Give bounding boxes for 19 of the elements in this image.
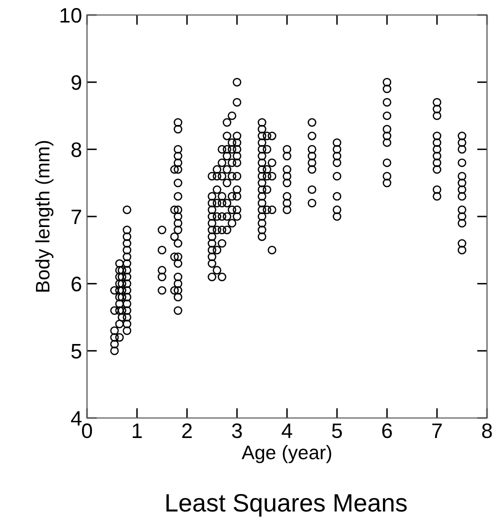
- x-axis-title: Age (year): [242, 445, 332, 464]
- x-tick-label: 3: [232, 423, 242, 438]
- y-tick-label: 7: [72, 210, 82, 224]
- x-tick-label: 0: [82, 423, 92, 438]
- x-tick-label: 1: [132, 424, 142, 438]
- y-tick-label: 4: [71, 411, 82, 426]
- x-tick-label: 4: [282, 424, 292, 438]
- y-tick-label: 5: [71, 344, 82, 359]
- y-tick-label: 10: [60, 8, 82, 23]
- y-tick-label: 8: [71, 142, 82, 158]
- x-tick-label: 2: [182, 423, 192, 438]
- x-tick-label: 6: [382, 423, 392, 438]
- x-tick-label: 7: [432, 424, 442, 438]
- x-tick-label: 8: [482, 423, 492, 438]
- y-tick-label: 9: [72, 75, 82, 90]
- y-axis-title: Body length (mm): [35, 140, 54, 292]
- x-tick-label: 5: [332, 424, 342, 438]
- text: Least Squares Means: [166, 494, 407, 517]
- y-tick-label: 6: [72, 276, 82, 292]
